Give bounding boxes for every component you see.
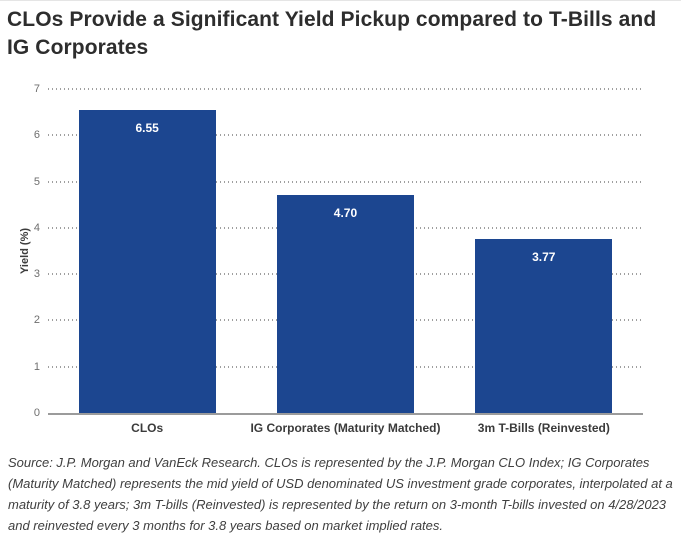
y-tick-label: 0 [33,407,40,419]
y-tick-label: 4 [33,221,40,234]
chart-title: CLOs Provide a Significant Yield Pickup … [7,8,657,59]
bar-value-label: 4.70 [333,206,358,221]
x-axis-label: IG Corporates (Maturity Matched) [250,421,441,435]
bar-0: 6.55 [78,109,216,413]
bar-value-label: 3.77 [532,249,556,264]
gridline [48,180,643,183]
y-tick-label: 7 [33,83,40,95]
bar-slot: 6.55 [48,89,246,413]
x-axis-label: 3m T-Bills (Reinvested) [477,421,610,435]
bar-value-label: 6.55 [135,120,159,135]
y-tick-label: 3 [33,268,40,281]
source-note: Source: J.P. Morgan and VanEck Research.… [8,455,673,533]
bar-slot: 3.77 [445,89,643,413]
bar-slot: 4.70 [246,89,444,413]
y-tick-label: 2 [33,314,40,327]
plot-area: 6.55 4.70 3.77 [48,88,643,415]
x-axis-label: CLOs [131,421,164,435]
gridline [48,134,643,137]
bar-1: 4.70 [277,195,414,413]
y-tick-label: 6 [33,129,40,142]
y-axis-ticks: 7 6 5 4 3 2 1 0 [0,83,40,419]
bars: 6.55 4.70 3.77 [48,89,643,413]
x-axis-labels: CLOs IG Corporates (Maturity Matched) 3m T… [48,421,643,435]
gridline [48,88,643,90]
bar-2: 3.77 [475,238,613,413]
y-tick-label: 1 [33,360,40,373]
y-tick-label: 5 [33,175,40,188]
